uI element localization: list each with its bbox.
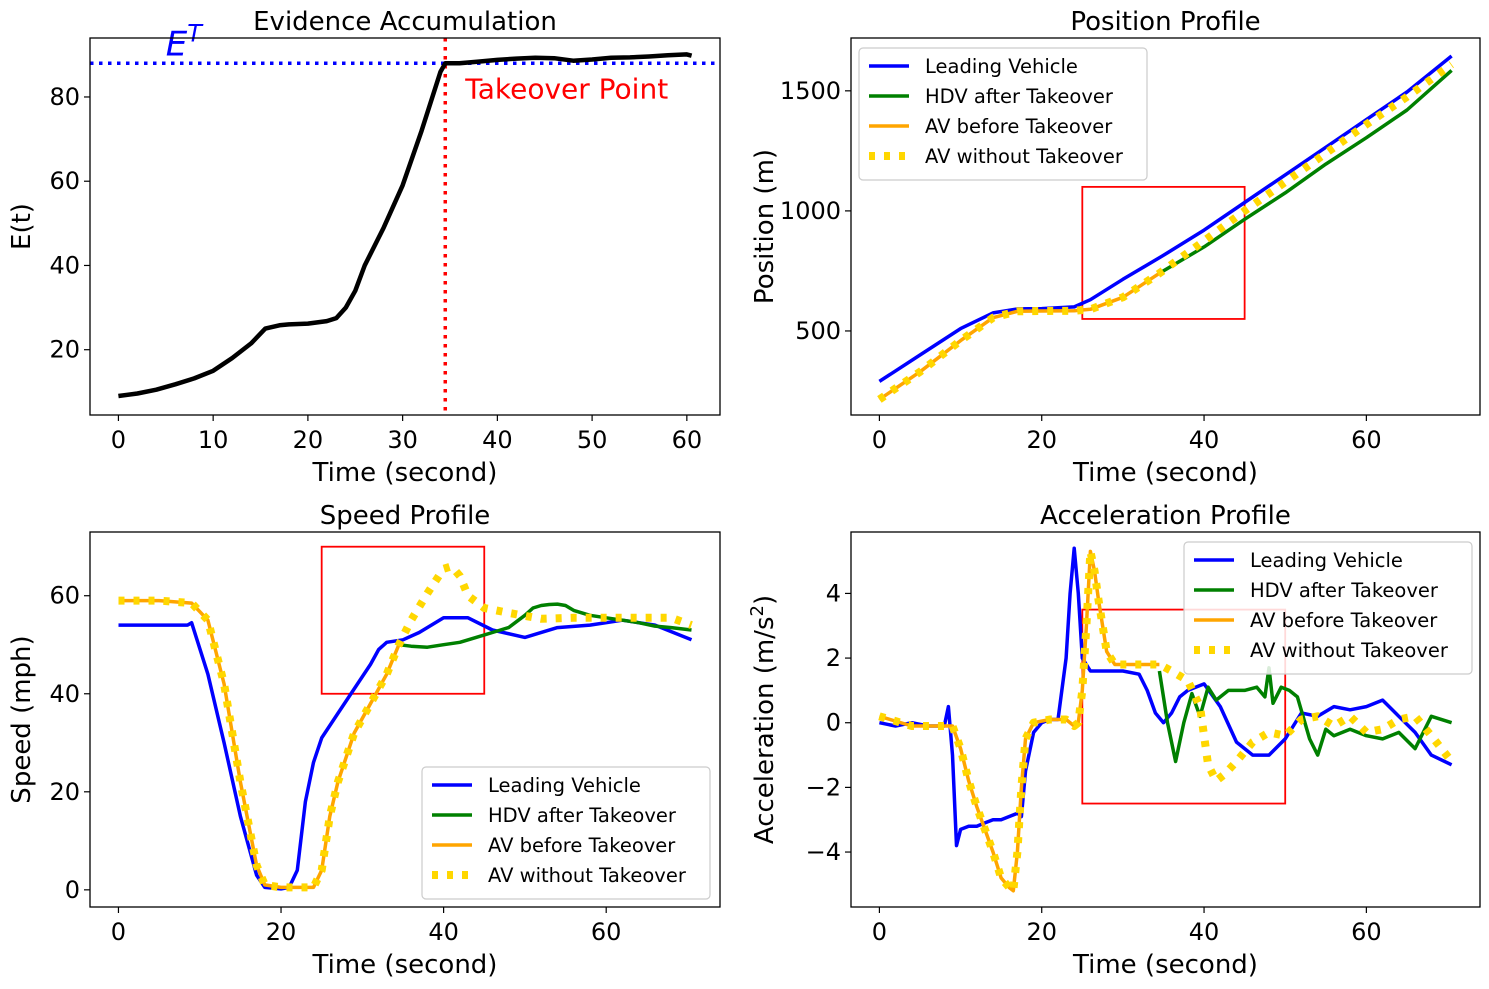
subplot-2: Position Profile 0 20 40 60 500 1000 1500 Time (… bbox=[750, 7, 1481, 488]
x-axis-label: Time (second) bbox=[1072, 950, 1258, 980]
plot-frame bbox=[89, 37, 721, 416]
y-tick-label: 500 bbox=[795, 317, 841, 345]
y-tick-label: 4 bbox=[826, 579, 841, 607]
plot-frame bbox=[850, 37, 1481, 416]
y-axis-label: E(t) bbox=[7, 203, 37, 250]
legend: Leading Vehicle HDV after Takeover AV befo… bbox=[1183, 541, 1473, 675]
x-tick-label: 20 bbox=[293, 426, 324, 454]
x-axis-label: Time (second) bbox=[312, 950, 498, 980]
y-tick-label: 0 bbox=[826, 709, 841, 737]
y-tick-label: −2 bbox=[806, 773, 841, 801]
series-line-av-without-takeover bbox=[877, 61, 1454, 403]
legend: Leading Vehicle HDV after Takeover AV befo… bbox=[421, 766, 711, 900]
y-tick-label: −4 bbox=[806, 838, 841, 866]
x-tick-label: 40 bbox=[1189, 918, 1220, 946]
legend-entry: Leading Vehicle bbox=[1250, 549, 1403, 572]
x-tick-label: 0 bbox=[872, 426, 887, 454]
x-tick-label: 30 bbox=[387, 426, 418, 454]
y-tick-label: 1000 bbox=[780, 197, 841, 225]
plot-frame bbox=[850, 531, 1481, 908]
legend-box bbox=[421, 766, 711, 900]
y-tick-label: 40 bbox=[49, 251, 80, 279]
x-tick-label: 20 bbox=[1026, 426, 1057, 454]
y-axis-label: Speed (mph) bbox=[7, 635, 37, 803]
x-tick-label: 60 bbox=[672, 426, 703, 454]
chart-title: Acceleration Profile bbox=[1040, 501, 1291, 531]
x-tick-label: 20 bbox=[1026, 918, 1057, 946]
x-tick-label: 60 bbox=[1351, 918, 1382, 946]
takeover-label: Takeover Point bbox=[464, 72, 668, 105]
threshold-label: ET bbox=[166, 19, 204, 64]
x-axis-label: Time (second) bbox=[1072, 458, 1258, 488]
x-tick-label: 50 bbox=[577, 426, 608, 454]
x-axis-label: Time (second) bbox=[312, 458, 498, 488]
legend-entry: Leading Vehicle bbox=[925, 55, 1078, 78]
y-tick-label: 40 bbox=[49, 680, 80, 708]
plot-frame bbox=[89, 531, 721, 908]
subplot-1: Evidence Accumulation 0 10 20 30 40 50 60 20 40 60… bbox=[7, 7, 721, 488]
highlight-box bbox=[1081, 185, 1246, 320]
series-line-leading-vehicle bbox=[879, 546, 1453, 848]
series-line-av-without-takeover bbox=[878, 547, 1455, 895]
series-line-leading-vehicle bbox=[118, 616, 693, 891]
legend-entry: AV before Takeover bbox=[925, 115, 1113, 138]
y-tick-label: 20 bbox=[49, 778, 80, 806]
y-tick-label: 60 bbox=[49, 582, 80, 610]
y-tick-label: 0 bbox=[65, 876, 80, 904]
x-tick-label: 40 bbox=[482, 426, 513, 454]
series-line-evidence bbox=[118, 52, 693, 399]
highlight-box bbox=[320, 545, 486, 695]
legend-entry: Leading Vehicle bbox=[488, 774, 641, 797]
x-tick-label: 20 bbox=[266, 918, 297, 946]
x-tick-label: 10 bbox=[198, 426, 229, 454]
y-axis-label: Position (m) bbox=[750, 149, 780, 304]
x-tick-label: 0 bbox=[111, 918, 126, 946]
chart-title: Position Profile bbox=[1070, 7, 1260, 37]
y-axis-label: Acceleration (m/s2) bbox=[747, 595, 780, 844]
series-line-hdv-after-takeover bbox=[1158, 69, 1453, 275]
series-line-hdv-after-takeover bbox=[1157, 666, 1453, 764]
subplot-3: Speed Profile 0 20 40 60 0 20 40 60 Time (second)… bbox=[7, 501, 721, 980]
series-line-leading-vehicle bbox=[878, 54, 1453, 383]
legend-entry: HDV after Takeover bbox=[1250, 579, 1439, 602]
chart-title: Speed Profile bbox=[320, 501, 491, 531]
y-tick-label: 60 bbox=[49, 167, 80, 195]
series-line-hdv-after-takeover bbox=[398, 602, 692, 649]
x-tick-label: 40 bbox=[428, 918, 459, 946]
legend-entry: AV without Takeover bbox=[925, 145, 1124, 168]
legend-box bbox=[1183, 541, 1473, 675]
legend-entry: AV before Takeover bbox=[1250, 609, 1438, 632]
x-tick-label: 40 bbox=[1189, 426, 1220, 454]
series-line-av-before-takeover bbox=[878, 271, 1161, 401]
chart-title: Evidence Accumulation bbox=[253, 7, 557, 37]
legend: Leading Vehicle HDV after Takeover AV befo… bbox=[858, 47, 1148, 181]
legend-entry: AV before Takeover bbox=[488, 834, 676, 857]
y-tick-label: 80 bbox=[49, 83, 80, 111]
legend-entry: AV without Takeover bbox=[488, 864, 687, 887]
legend-box bbox=[858, 47, 1148, 181]
y-tick-label: 20 bbox=[49, 336, 80, 364]
x-tick-label: 60 bbox=[591, 918, 622, 946]
x-tick-label: 60 bbox=[1351, 426, 1382, 454]
series-line-av-before-takeover bbox=[878, 549, 1160, 893]
series-line-av-before-takeover bbox=[118, 598, 401, 890]
x-tick-label: 0 bbox=[872, 918, 887, 946]
x-tick-label: 0 bbox=[111, 426, 126, 454]
subplot-4: Acceleration Profile 0 20 40 60 −4 −2 0 2 4 Time (… bbox=[747, 501, 1481, 980]
legend-entry: AV without Takeover bbox=[1250, 639, 1449, 662]
legend-entry: HDV after Takeover bbox=[925, 85, 1114, 108]
y-tick-label: 1500 bbox=[780, 77, 841, 105]
legend-entry: HDV after Takeover bbox=[488, 804, 677, 827]
y-tick-label: 2 bbox=[826, 644, 841, 672]
